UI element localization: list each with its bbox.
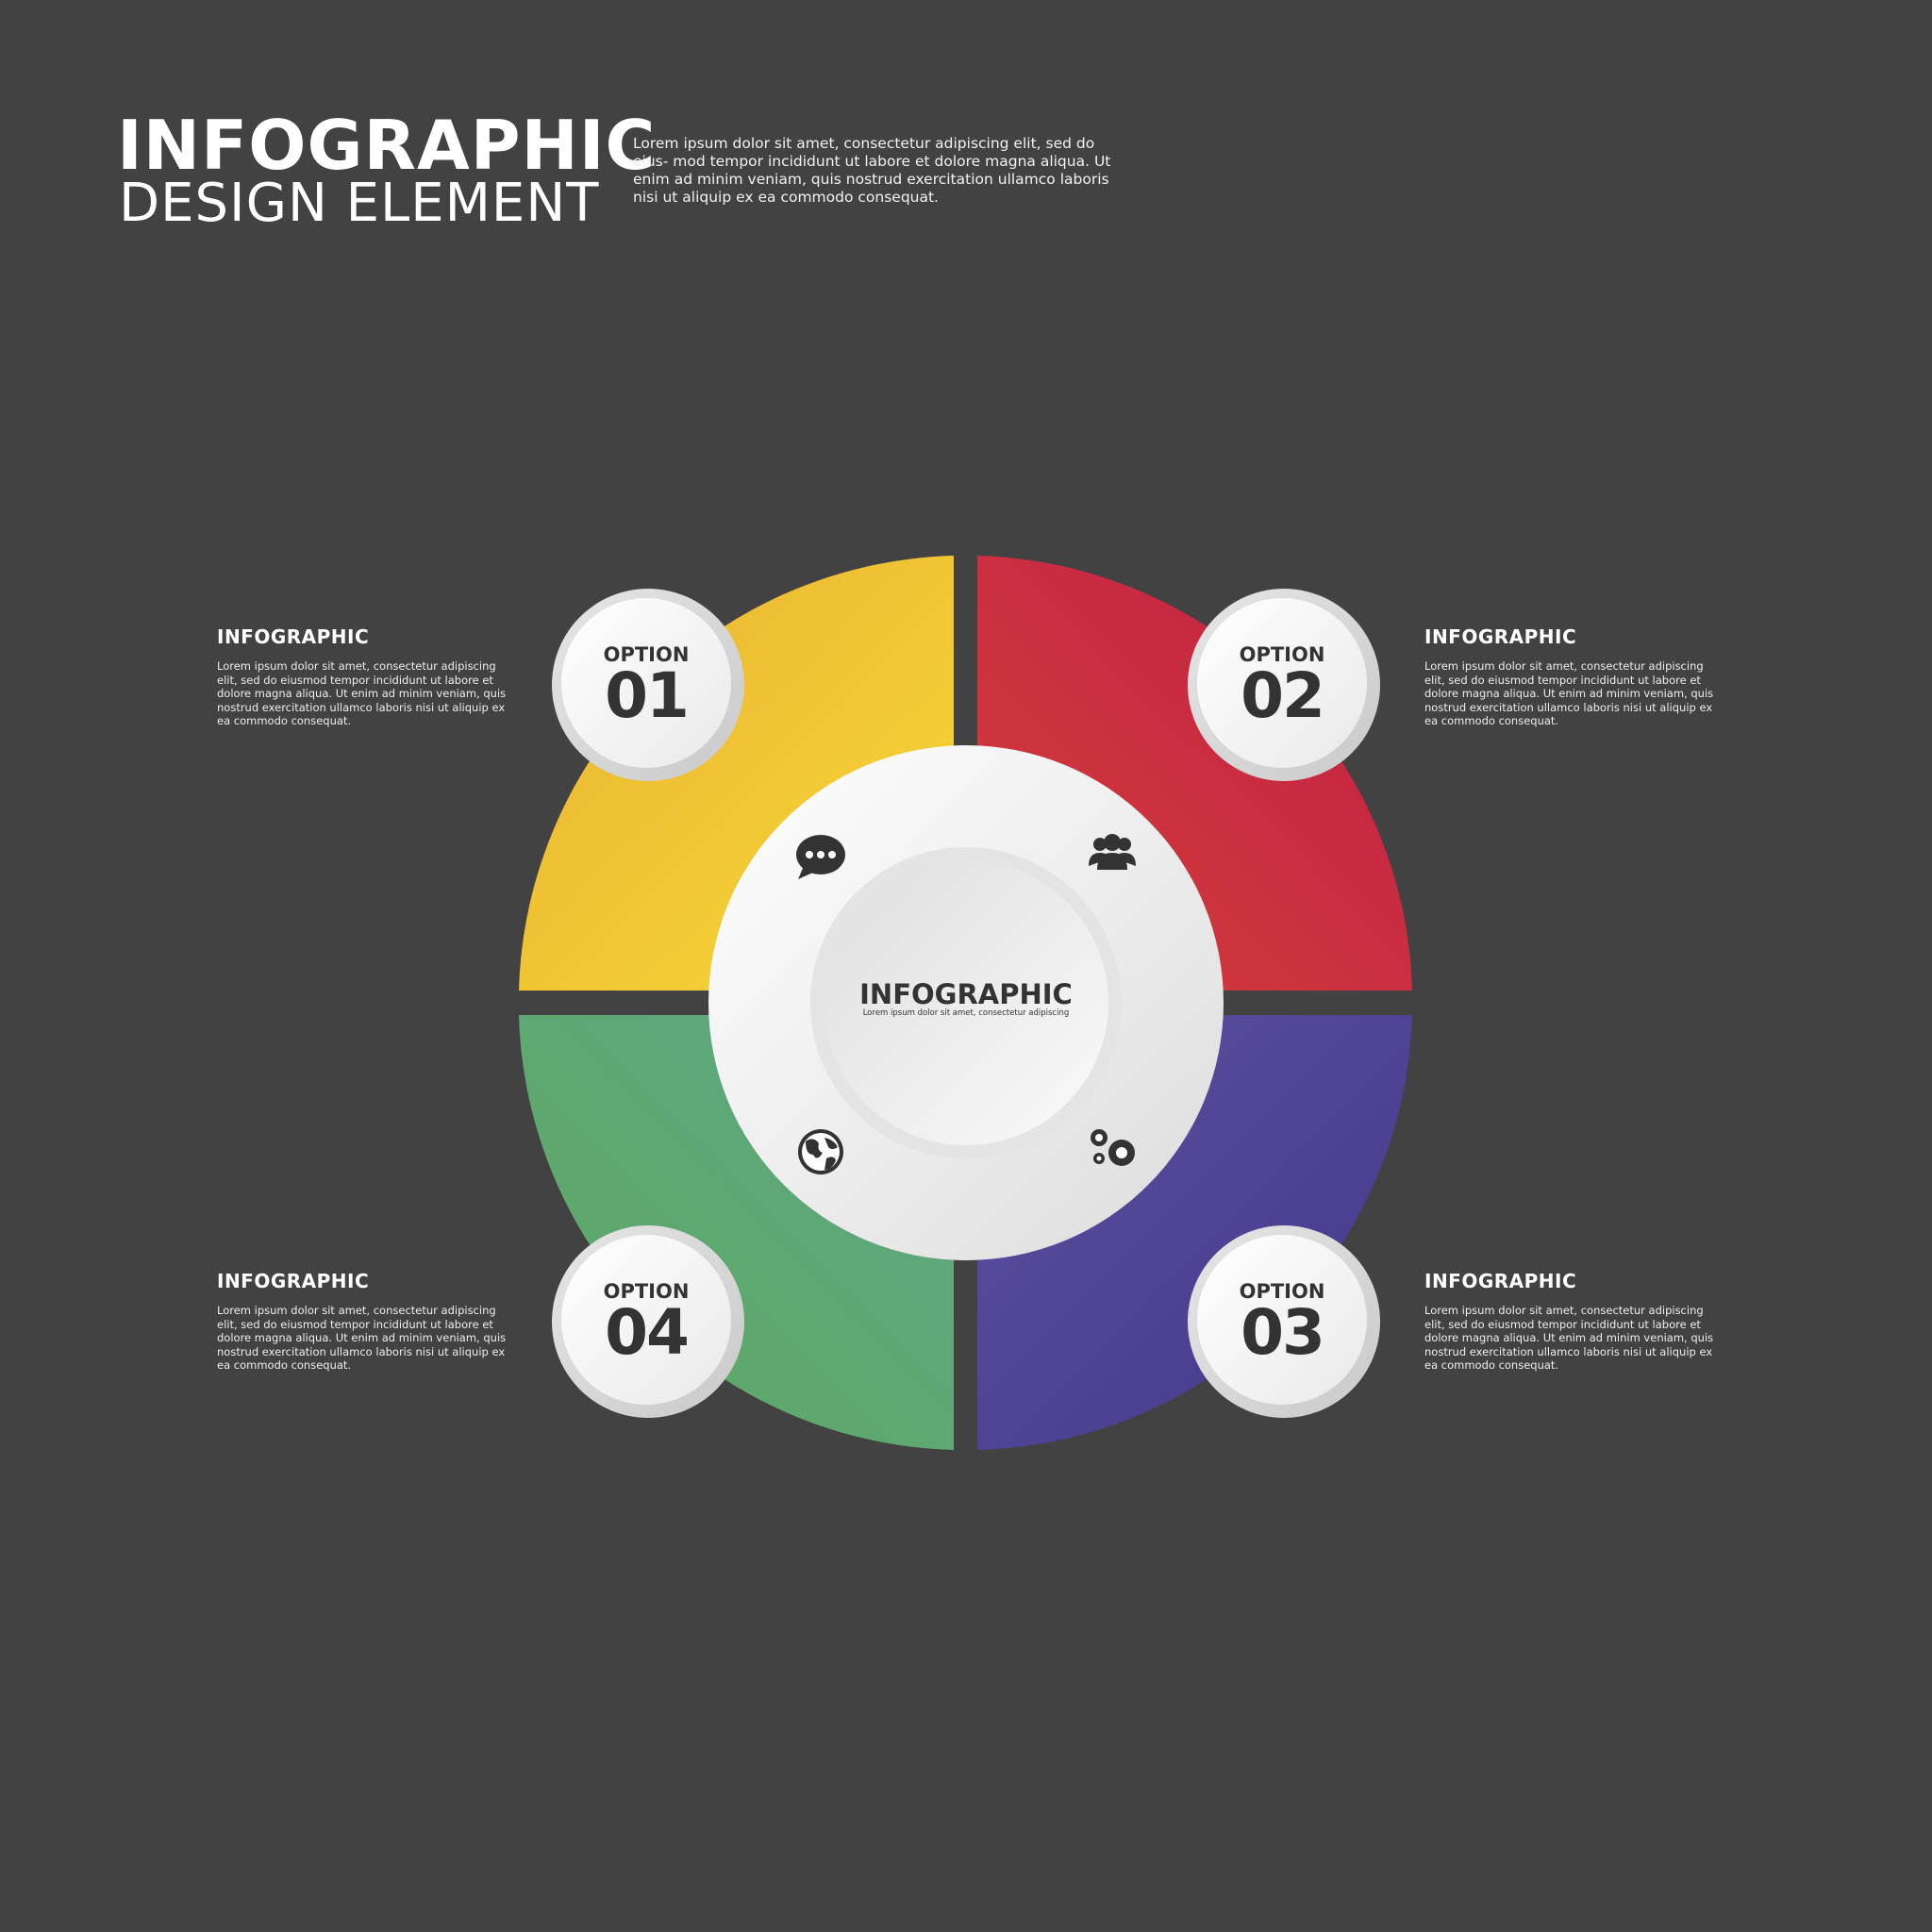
center-title: INFOGRAPHIC [859,978,1073,1010]
option-03-badge: OPTION 03 [1188,1225,1380,1418]
option-04-badge: OPTION 04 [552,1225,744,1418]
option-description: Lorem ipsum dolor sit amet, consectetur … [1424,1304,1714,1372]
option-02-badge: OPTION 02 [1188,589,1380,781]
option-description: Lorem ipsum dolor sit amet, consectetur … [1424,659,1714,727]
option-heading: INFOGRAPHIC [217,1270,370,1292]
option-04-text: INFOGRAPHIC Lorem ipsum dolor sit amet, c… [217,1270,519,1373]
option-number: 04 [605,1296,690,1369]
option-label: OPTION [1239,643,1325,666]
main-title: INFOGRAPHIC [117,106,657,185]
gears-icon [1091,1129,1135,1166]
center-inner-disk [824,860,1108,1145]
option-label: OPTION [1239,1280,1325,1303]
main-subtitle: DESIGN ELEMENT [119,173,600,234]
option-description: Lorem ipsum dolor sit amet, consectetur … [217,1304,507,1372]
option-number: 03 [1241,1296,1325,1369]
header-description: Lorem ipsum dolor sit amet, consectetur … [633,135,1111,206]
option-number: 02 [1241,659,1325,732]
option-label: OPTION [603,1280,690,1303]
option-heading: INFOGRAPHIC [1424,1270,1577,1292]
option-label: OPTION [603,643,690,666]
option-01-badge: OPTION 01 [552,589,744,781]
center-subtitle: Lorem ipsum dolor sit amet, consectetur … [862,1008,1070,1018]
option-number: 01 [605,659,690,732]
chat-bubble-icon [796,835,845,879]
option-01-text: INFOGRAPHIC Lorem ipsum dolor sit amet, c… [217,625,519,728]
globe-icon [798,1129,843,1174]
users-icon [1089,834,1136,870]
option-heading: INFOGRAPHIC [217,625,370,648]
center-label: INFOGRAPHIC Lorem ipsum dolor sit amet, … [824,978,1108,1019]
option-02-text: INFOGRAPHIC Lorem ipsum dolor sit amet, c… [1424,625,1726,728]
option-03-text: INFOGRAPHIC Lorem ipsum dolor sit amet, c… [1424,1270,1726,1373]
option-heading: INFOGRAPHIC [1424,625,1577,648]
option-description: Lorem ipsum dolor sit amet, consectetur … [217,659,507,727]
